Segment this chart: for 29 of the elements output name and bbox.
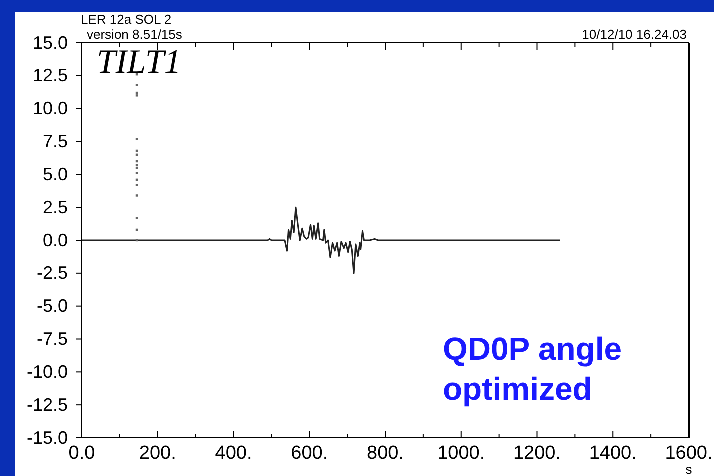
y-tick-label: 12.5 [32,66,68,86]
chart-title: LER 12a SOL 2 [81,12,172,27]
x-tick-label: 600. [291,443,328,464]
y-tick-label: 15.0 [32,32,68,53]
x-tick-label: 1200. [513,443,562,464]
annotation: QD0P angle optimized [443,331,622,407]
x-tick-label: 0.0 [68,443,96,464]
y-tick-label: -2.5 [36,263,68,284]
annotation: TILT1 [97,44,182,81]
y-tick-label: 7.5 [42,132,68,152]
x-tick-label: 800. [367,443,404,464]
y-tick-label: 2.5 [42,197,68,218]
y-tick-label: -10.0 [26,362,68,382]
y-tick-label: -5.0 [36,296,68,316]
y-tick-label: 10.0 [32,98,68,119]
x-axis-title: s [686,462,693,476]
chart-subtitle: version 8.51/15s [87,27,183,42]
line-series [81,206,561,274]
x-tick-label: 400. [215,443,252,464]
x-tick-label: 1000. [438,443,486,464]
y-tick-label: 5.0 [42,164,68,184]
text: 10/12/10 16.24.03 [582,27,687,42]
x-tick-label: 200. [139,443,176,464]
y-tick-label: 0.0 [42,230,68,250]
y-tick-label: -7.5 [36,329,68,350]
x-tick-label: 1600. [665,443,713,464]
x-tick-label: 1400. [589,443,637,464]
y-tick-label: -15.0 [26,428,68,448]
y-tick-label: -12.5 [26,394,68,415]
